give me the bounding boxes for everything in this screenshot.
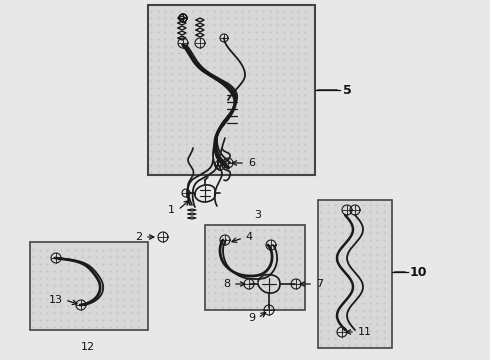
Text: 11: 11 [358, 327, 372, 337]
Text: 10: 10 [410, 266, 427, 279]
Bar [318, 200, 392, 348]
Text: 8: 8 [223, 279, 230, 289]
Text: 2: 2 [135, 232, 142, 242]
Text: 4: 4 [245, 232, 252, 242]
Bar [30, 242, 148, 330]
Text: 6: 6 [248, 158, 255, 168]
Text: 12: 12 [81, 342, 95, 352]
Text: 3: 3 [254, 210, 262, 220]
Text: 13: 13 [49, 295, 63, 305]
Text: 7: 7 [316, 279, 323, 289]
Bar [148, 5, 315, 175]
Text: 9: 9 [248, 313, 255, 323]
Bar [205, 225, 305, 310]
Text: 1: 1 [168, 205, 175, 215]
Text: 5: 5 [343, 84, 352, 96]
